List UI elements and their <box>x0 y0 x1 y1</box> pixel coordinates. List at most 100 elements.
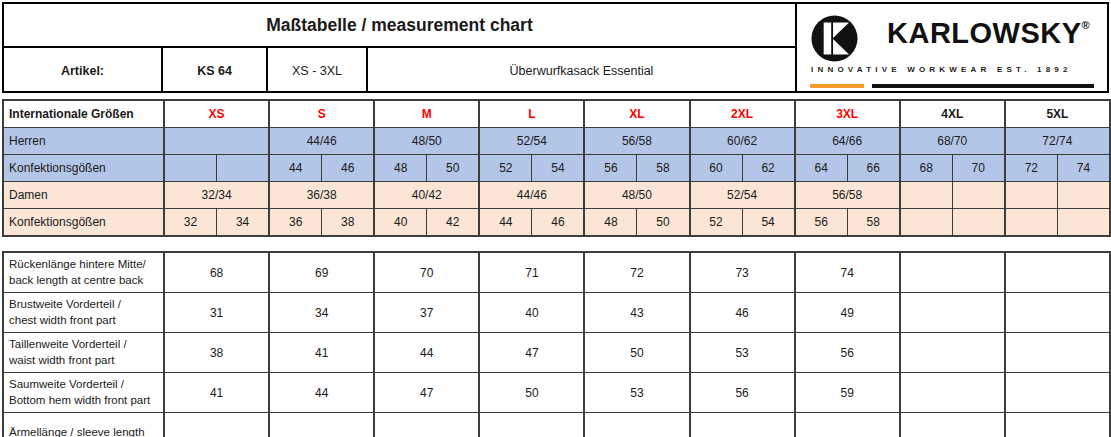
size-header-m: M <box>374 100 479 128</box>
men-konfektion-cell: 70 <box>952 155 1005 182</box>
women-konfektion-cell <box>900 209 953 237</box>
size-header-l: L <box>479 100 584 128</box>
measurement-value <box>900 333 1005 373</box>
measurement-value: 49 <box>795 293 900 333</box>
size-header-xs: XS <box>164 100 269 128</box>
measurement-chart-page: Maßtabelle / measurement chart Artikel: … <box>0 0 1111 437</box>
measurement-value <box>1005 413 1110 437</box>
women-konfektion-cell: 52 <box>690 209 743 237</box>
brand-tagline: INNOVATIVE WORKWEAR EST. 1892 <box>811 65 1072 74</box>
measurement-value <box>1005 373 1110 413</box>
size-header-3xl: 3XL <box>795 100 900 128</box>
article-number: KS 64 <box>163 48 268 93</box>
measurement-value: 47 <box>479 333 584 373</box>
women-size-cell <box>900 182 953 209</box>
women-konfektion-cell <box>952 209 1005 237</box>
measurement-value: 47 <box>374 373 479 413</box>
size-header-5xl: 5XL <box>1005 100 1110 128</box>
men-konfektion-row: Konfektionsgößen 44 46 48 50 52 54 56 58… <box>3 155 1110 182</box>
artikel-label: Artikel: <box>4 48 163 93</box>
measurement-value <box>900 293 1005 333</box>
artikel-row: Artikel: KS 64 XS - 3XL Überwurfkasack E… <box>4 48 795 93</box>
measurement-value: 37 <box>374 293 479 333</box>
women-size-cell: 56/58 <box>795 182 900 209</box>
konfektion-label: Konfektionsgößen <box>3 209 164 237</box>
men-konfektion-cell: 64 <box>795 155 848 182</box>
men-konfektion-cell: 56 <box>584 155 637 182</box>
men-konfektion-cell: 60 <box>690 155 743 182</box>
women-konfektion-cell: 56 <box>795 209 848 237</box>
women-konfektion-cell: 36 <box>269 209 322 237</box>
measurement-value: 34 <box>269 293 374 333</box>
women-size-cell <box>1057 182 1110 209</box>
measurement-label-de: Saumweite Vorderteil / <box>9 377 159 393</box>
intl-sizes-label: Internationale Größen <box>3 100 164 128</box>
measurement-value: 50 <box>584 333 689 373</box>
measurement-value: 41 <box>164 373 269 413</box>
measurement-value: 31 <box>164 293 269 333</box>
men-label: Herren <box>3 128 164 155</box>
men-size-cell: 72/74 <box>1005 128 1110 155</box>
measurement-value <box>900 413 1005 437</box>
women-konfektion-cell: 54 <box>742 209 795 237</box>
men-sizes-row: Herren 44/46 48/50 52/54 56/58 60/62 64/… <box>3 128 1110 155</box>
men-size-cell: 68/70 <box>900 128 1005 155</box>
measurement-label-de: Ärmellänge / sleeve length <box>9 425 159 437</box>
men-konfektion-cell <box>217 155 270 182</box>
women-size-cell: 32/34 <box>164 182 269 209</box>
product-name: Überwurfkasack Essential <box>368 48 795 93</box>
measurement-label: Taillenweite Vorderteil / waist width fr… <box>3 333 164 373</box>
women-size-cell: 44/46 <box>479 182 584 209</box>
women-size-cell <box>952 182 1005 209</box>
women-konfektion-row: Konfektionsgößen 32 34 36 38 40 42 44 46… <box>3 209 1110 237</box>
size-header-4xl: 4XL <box>900 100 1005 128</box>
women-size-cell: 52/54 <box>690 182 795 209</box>
men-konfektion-cell: 62 <box>742 155 795 182</box>
konfektion-label: Konfektionsgößen <box>3 155 164 182</box>
measurement-row-waist-width: Taillenweite Vorderteil / waist width fr… <box>3 333 1110 373</box>
men-konfektion-cell: 54 <box>532 155 585 182</box>
measurement-label-en: waist width front part <box>9 353 159 369</box>
measurement-value: 50 <box>479 373 584 413</box>
women-konfektion-cell: 42 <box>427 209 480 237</box>
measurement-value: 68 <box>164 252 269 293</box>
men-size-cell: 56/58 <box>584 128 689 155</box>
women-sizes-row: Damen 32/34 36/38 40/42 44/46 48/50 52/5… <box>3 182 1110 209</box>
measurement-value: 70 <box>374 252 479 293</box>
men-size-cell: 48/50 <box>374 128 479 155</box>
measurement-value: 59 <box>795 373 900 413</box>
women-konfektion-cell: 50 <box>637 209 690 237</box>
measurement-value <box>269 413 374 437</box>
measurement-label-de: Brustweite Vorderteil / <box>9 297 159 313</box>
measurement-value <box>1005 252 1110 293</box>
men-konfektion-cell: 50 <box>427 155 480 182</box>
page-title: Maßtabelle / measurement chart <box>4 4 795 48</box>
measurement-value: 56 <box>795 333 900 373</box>
measurement-label: Ärmellänge / sleeve length <box>3 413 164 437</box>
women-size-cell: 36/38 <box>269 182 374 209</box>
measurement-value <box>795 413 900 437</box>
measurement-value: 38 <box>164 333 269 373</box>
women-konfektion-cell: 48 <box>584 209 637 237</box>
measurement-label-en: chest width front part <box>9 313 159 329</box>
men-konfektion-cell: 46 <box>322 155 375 182</box>
measurement-label: Rückenlänge hintere Mitte/ back length a… <box>3 252 164 293</box>
measurement-value <box>900 252 1005 293</box>
measurement-value: 41 <box>269 333 374 373</box>
measurement-value: 46 <box>690 293 795 333</box>
measurement-value <box>900 373 1005 413</box>
black-accent-bar <box>872 84 1094 88</box>
women-konfektion-cell: 32 <box>164 209 217 237</box>
men-konfektion-cell: 52 <box>479 155 532 182</box>
measurement-value: 43 <box>584 293 689 333</box>
women-size-cell <box>1005 182 1058 209</box>
women-konfektion-cell: 44 <box>479 209 532 237</box>
size-table: Internationale Größen XS S M L XL 2XL 3X… <box>2 99 1111 237</box>
measurement-label-de: Rückenlänge hintere Mitte/ <box>9 257 159 273</box>
measurement-value: 53 <box>690 333 795 373</box>
measurement-value: 74 <box>795 252 900 293</box>
intl-sizes-row: Internationale Größen XS S M L XL 2XL 3X… <box>3 100 1110 128</box>
men-konfektion-cell <box>164 155 217 182</box>
measurement-value <box>1005 333 1110 373</box>
men-size-cell: 64/66 <box>795 128 900 155</box>
